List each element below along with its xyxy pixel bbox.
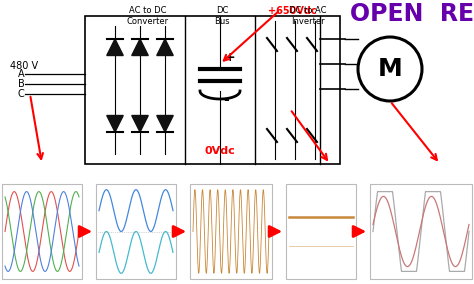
Polygon shape (132, 116, 148, 132)
Text: C: C (18, 89, 25, 99)
Text: +: + (225, 51, 236, 64)
Text: DC to AC
Inverter: DC to AC Inverter (289, 6, 327, 26)
Polygon shape (107, 116, 123, 132)
Bar (96, 184, 176, 279)
Text: DC
Bus: DC Bus (214, 6, 230, 26)
Bar (286, 184, 356, 279)
Text: B: B (18, 79, 25, 89)
Text: A: A (18, 69, 25, 79)
Bar (85, 16, 340, 164)
Text: 480 V: 480 V (10, 61, 38, 71)
Bar (2, 184, 82, 279)
Bar (370, 184, 472, 279)
Polygon shape (107, 39, 123, 55)
Text: 0Vdc: 0Vdc (205, 146, 236, 156)
Text: AC to DC
Converter: AC to DC Converter (127, 6, 169, 26)
Text: M: M (378, 57, 402, 81)
Polygon shape (157, 39, 173, 55)
Text: OPEN  READ: OPEN READ (350, 2, 474, 26)
Text: +650Vdc: +650Vdc (268, 6, 317, 16)
Polygon shape (157, 116, 173, 132)
Bar (190, 184, 272, 279)
Text: -: - (223, 93, 229, 107)
Polygon shape (132, 39, 148, 55)
